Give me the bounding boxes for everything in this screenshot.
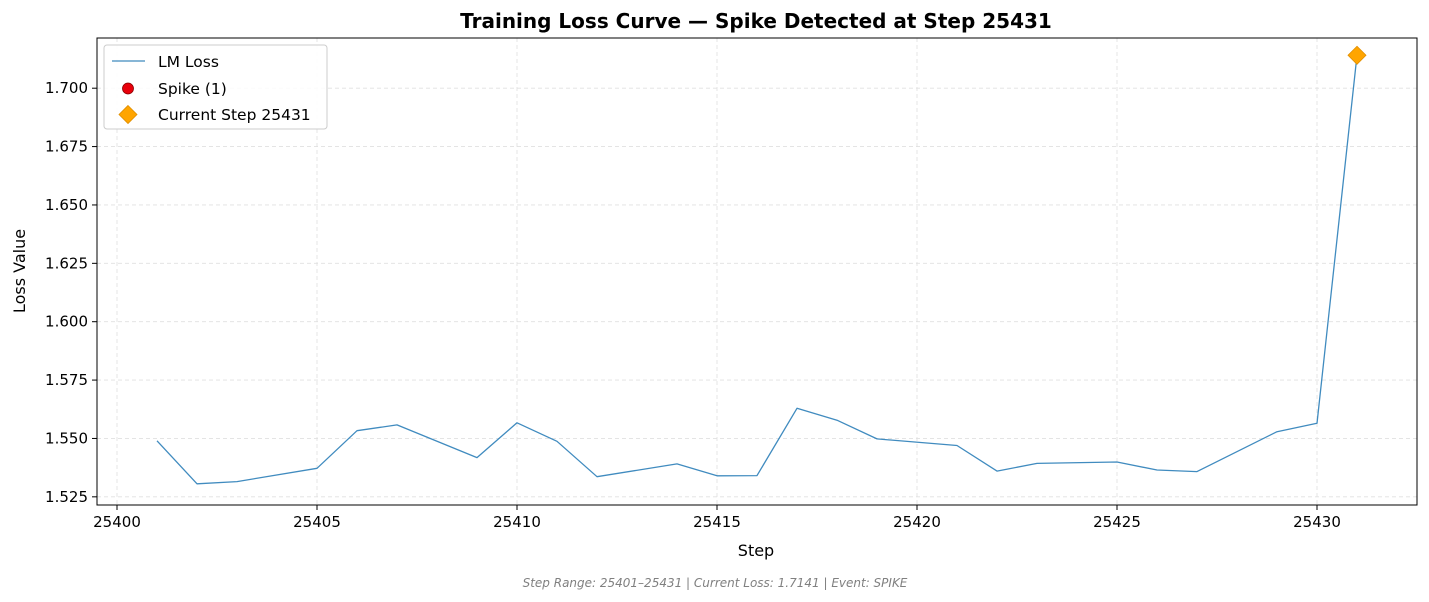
legend-spike-marker: [122, 82, 134, 95]
y-tick-label: 1.550: [45, 429, 88, 447]
x-tick-label: 25420: [893, 513, 941, 531]
series-line-lm-loss: [156, 55, 1358, 485]
legend-current-step-marker: [118, 104, 138, 125]
y-axis-ticks: 1.525 1.550 1.575 1.600 1.625 1.650 1.675 1.700: [45, 79, 97, 506]
current-step-marker: [1347, 45, 1367, 65]
y-tick-label: 1.525: [45, 488, 88, 506]
y-tick-label: 1.625: [45, 254, 88, 272]
y-tick-label: 1.650: [45, 196, 88, 214]
y-tick-label: 1.600: [45, 313, 88, 331]
x-tick-label: 25400: [93, 513, 141, 531]
x-tick-label: 25425: [1093, 513, 1141, 531]
legend-item-spike: Spike (1): [158, 80, 227, 98]
legend-item-lm-loss: LM Loss: [158, 53, 219, 71]
x-axis-label: Step: [738, 541, 774, 560]
x-tick-label: 25415: [693, 513, 741, 531]
x-tick-label: 25410: [493, 513, 541, 531]
x-axis-ticks: 25400 25405 25410 25415 25420 25425 25430: [93, 505, 1341, 531]
x-tick-label: 25430: [1293, 513, 1341, 531]
plot-frame: [96, 37, 1418, 506]
y-tick-label: 1.575: [45, 371, 88, 389]
y-tick-label: 1.700: [45, 79, 88, 97]
grid: [97, 38, 1417, 505]
y-tick-label: 1.675: [45, 138, 88, 156]
legend: LM Loss Spike (1) Current Step 25431: [103, 44, 328, 130]
x-tick-label: 25405: [293, 513, 341, 531]
y-axis-label: Loss Value: [10, 229, 29, 313]
legend-item-current-step: Current Step 25431: [158, 106, 311, 124]
series-layer: [156, 45, 1367, 485]
footer-summary: Step Range: 25401–25431 | Current Loss: …: [523, 576, 908, 590]
chart-title: Training Loss Curve — Spike Detected at …: [460, 9, 1052, 33]
legend-box: [103, 44, 328, 130]
